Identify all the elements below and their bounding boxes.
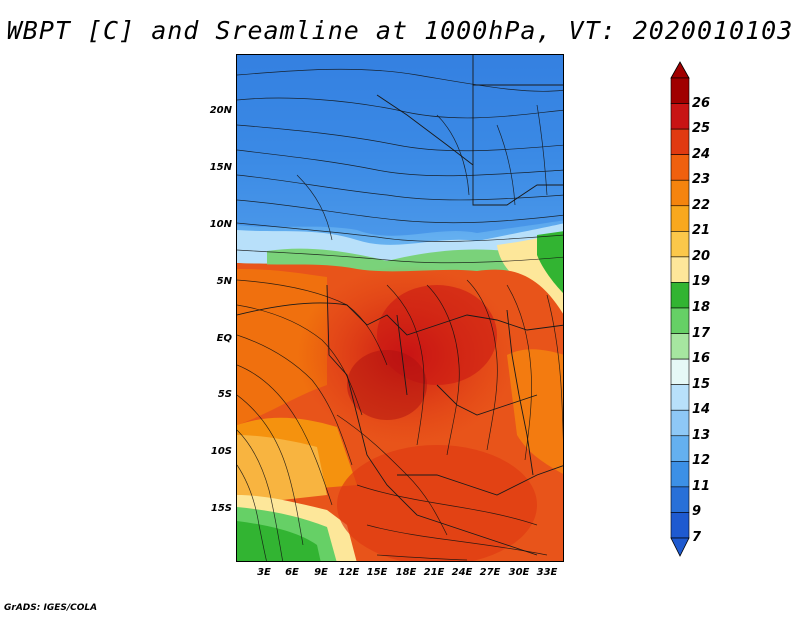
colorbar-max-arrow — [670, 61, 690, 79]
colorbar-label: 20 — [692, 248, 711, 264]
colorbar-swatch — [670, 358, 690, 385]
colorbar-label: 22 — [692, 197, 711, 213]
lon-label: 9E — [314, 567, 328, 578]
lat-label: 15N — [209, 162, 232, 173]
colorbar-label: 19 — [692, 274, 711, 290]
colorbar-label: 18 — [692, 300, 711, 315]
lat-label: 5N — [216, 276, 232, 287]
map-plot-area — [236, 54, 564, 562]
lat-label: 15S — [210, 503, 232, 514]
colorbar-label: 25 — [692, 121, 711, 137]
colorbar-swatch — [670, 333, 690, 360]
lat-label: 20N — [209, 105, 232, 116]
colorbar-min-arrow — [670, 537, 690, 557]
colorbar-swatch — [670, 256, 690, 283]
colorbar-swatch — [670, 486, 690, 513]
colorbar-label: 21 — [692, 223, 711, 239]
colorbar-swatch — [670, 384, 690, 411]
colorbar-label: 12 — [692, 453, 711, 469]
lon-label: 6E — [285, 567, 299, 578]
colorbar-swatch — [670, 282, 690, 309]
colorbar-swatch — [670, 461, 690, 488]
lon-label: 15E — [366, 567, 388, 578]
colorbar-label: 15 — [692, 376, 711, 392]
colorbar-label: 14 — [692, 402, 711, 418]
colorbar-label: 26 — [692, 95, 711, 111]
colorbar-swatch — [670, 128, 690, 155]
colorbar-label: 16 — [692, 351, 711, 367]
lat-label: 10N — [209, 219, 232, 230]
colorbar-label: 23 — [692, 172, 711, 188]
lon-label: 27E — [479, 567, 501, 578]
colorbar-swatch — [670, 231, 690, 258]
colorbar — [670, 61, 690, 557]
colorbar-swatch — [670, 307, 690, 334]
lon-label: 3E — [257, 567, 271, 578]
colorbar-label: 13 — [692, 427, 711, 443]
colorbar-swatch — [670, 154, 690, 181]
chart-title: WBPT [C] and Sreamline at 1000hPa, VT: 2… — [6, 16, 794, 45]
colorbar-swatch — [670, 205, 690, 232]
lon-label: 33E — [536, 567, 558, 578]
colorbar-label: 9 — [692, 504, 702, 520]
colorbar-label: 7 — [692, 530, 702, 545]
colorbar-label: 11 — [692, 478, 711, 494]
lat-label: 10S — [210, 446, 232, 457]
lon-label: 30E — [508, 567, 530, 578]
colorbar-label: 17 — [692, 325, 711, 341]
lat-label: EQ — [216, 333, 232, 344]
wbpt-field — [237, 55, 563, 561]
lon-label: 12E — [338, 567, 360, 578]
colorbar-swatch — [670, 179, 690, 207]
colorbar-swatch — [670, 512, 690, 539]
colorbar-swatch — [670, 77, 690, 104]
colorbar-swatch — [670, 103, 690, 130]
grads-credit: GrADS: IGES/COLA — [4, 603, 98, 613]
colorbar-label: 24 — [692, 146, 711, 162]
lon-label: 24E — [451, 567, 473, 578]
lon-label: 18E — [395, 567, 417, 578]
colorbar-swatch — [670, 409, 690, 437]
lon-label: 21E — [423, 567, 445, 578]
colorbar-swatch — [670, 435, 690, 462]
lat-label: 5S — [217, 389, 232, 400]
